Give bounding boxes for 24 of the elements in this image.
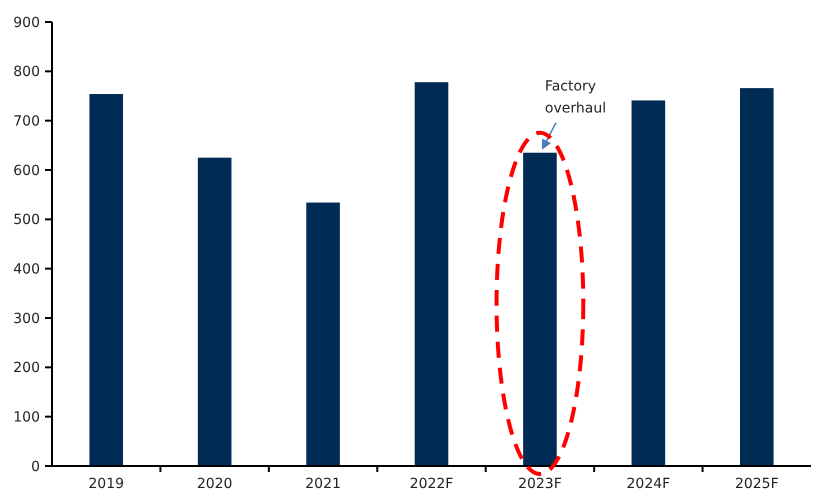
y-tick-label: 400 [13, 262, 40, 278]
x-tick-label: 2020 [196, 476, 232, 492]
x-tick-label: 2024F [626, 476, 670, 492]
y-tick-label: 100 [13, 410, 40, 426]
x-tick-label: 2023F [518, 476, 562, 492]
annotation: Factory overhaul [544, 78, 606, 117]
y-tick-label: 200 [13, 360, 40, 376]
y-tick-label: 300 [13, 310, 40, 327]
y-tick-label: 500 [13, 212, 40, 228]
x-tick-label: 2022F [410, 476, 454, 492]
bar [740, 88, 774, 466]
x-tick-label: 2019 [88, 476, 124, 492]
x-tick-label: 2021 [305, 476, 341, 492]
y-tick-label: 800 [13, 64, 40, 80]
x-tick-label: 2025F [734, 476, 779, 492]
bar [306, 202, 340, 466]
y-tick-label: 900 [13, 14, 40, 31]
y-tick-label: 0 [31, 458, 40, 475]
bar [198, 158, 232, 466]
bar [89, 94, 124, 466]
bar [414, 82, 448, 466]
y-tick-label: 700 [13, 114, 40, 130]
y-tick-label: 600 [13, 162, 40, 179]
bar [632, 100, 666, 466]
